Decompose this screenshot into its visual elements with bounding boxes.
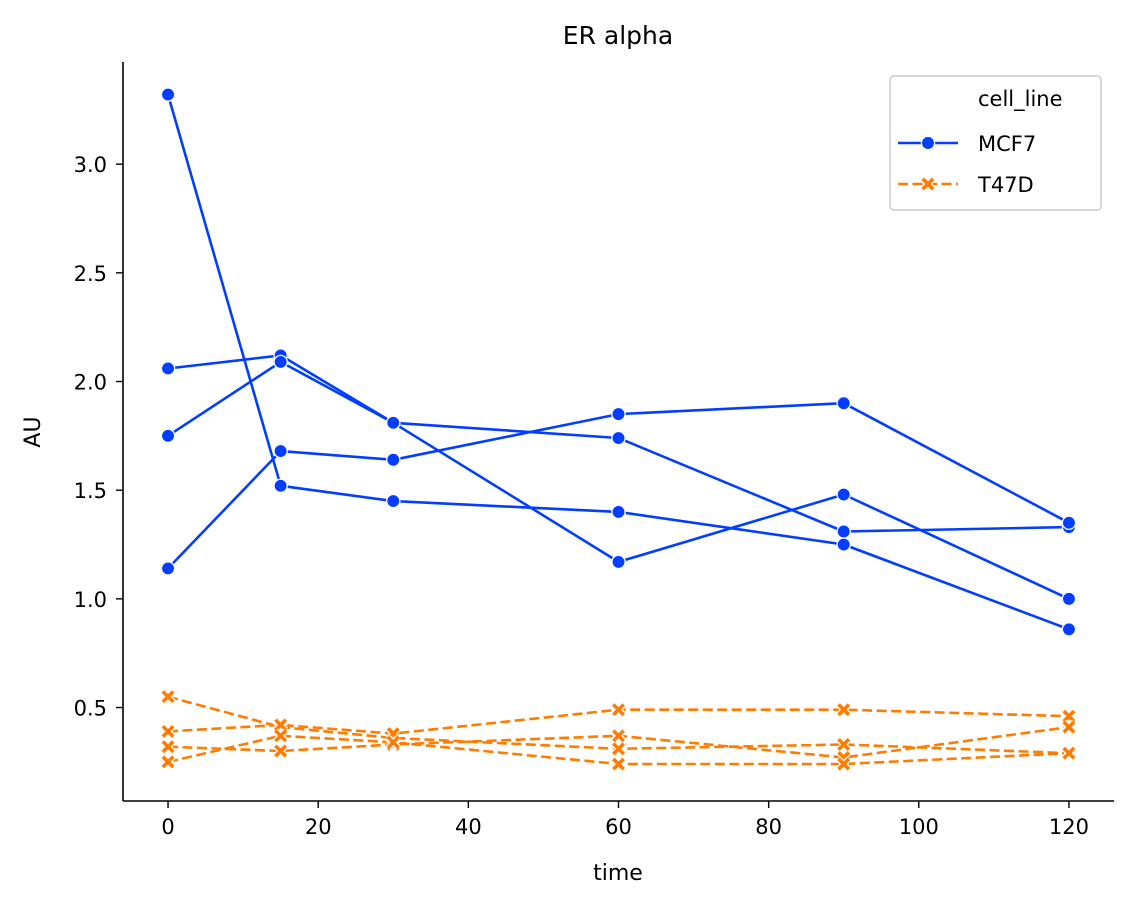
data-point-mcf7 (836, 537, 851, 552)
data-point-mcf7 (386, 452, 401, 468)
data-point-mcf7 (1061, 591, 1077, 607)
data-point-t47d (385, 734, 401, 750)
data-point-mcf7 (160, 428, 176, 444)
data-point-t47d (160, 689, 176, 705)
data-point-mcf7 (160, 361, 176, 376)
data-point-t47d (611, 728, 626, 744)
data-point-mcf7 (1061, 622, 1077, 637)
data-point-mcf7 (836, 487, 851, 502)
chart-title: ER alpha (563, 21, 673, 50)
data-point-t47d (836, 737, 852, 752)
y-tick-label: 2.0 (74, 371, 107, 395)
series-line-mcf7-3 (167, 360, 1070, 601)
data-point-t47d (160, 739, 176, 755)
data-point-mcf7 (611, 406, 626, 422)
series-line-mcf7-4 (167, 401, 1070, 570)
x-tick-label: 40 (455, 815, 482, 839)
data-point-t47d (1061, 708, 1077, 724)
data-point-mcf7 (160, 561, 176, 576)
x-axis-label: time (593, 861, 643, 886)
data-point-mcf7 (611, 504, 626, 520)
legend-label-t47d: T47D (977, 173, 1034, 197)
data-point-t47d (160, 724, 176, 739)
series-mcf7 (160, 87, 1077, 637)
data-point-t47d (1061, 719, 1077, 735)
data-point-mcf7 (611, 554, 626, 570)
y-tick-label: 1.0 (74, 588, 107, 612)
x-tick-label: 0 (161, 815, 174, 839)
series-line-t47d-3 (167, 725, 1070, 759)
y-tick-label: 0.5 (74, 697, 107, 721)
x-tick-label: 80 (755, 815, 782, 839)
data-point-mcf7 (273, 354, 288, 370)
data-point-t47d (273, 743, 289, 759)
series-t47d (160, 689, 1077, 772)
y-tick-label: 2.5 (74, 262, 107, 286)
series-line-t47d-4 (167, 734, 1070, 766)
legend-frame (889, 75, 1102, 211)
data-point-t47d (273, 728, 289, 744)
x-tick-label: 60 (605, 815, 632, 839)
legend: cell_line MCF7 T47D (889, 75, 1102, 211)
data-point-t47d (273, 717, 289, 733)
data-point-mcf7 (160, 87, 176, 102)
series-line-t47d-2 (167, 708, 1070, 735)
data-point-mcf7 (273, 478, 288, 494)
legend-marker-mcf7 (920, 135, 936, 151)
y-tick-label: 1.5 (74, 479, 107, 503)
series-line-t47d-1 (167, 695, 1070, 755)
series-line-mcf7-1 (166, 94, 1070, 631)
data-point-mcf7 (836, 524, 851, 539)
x-tick-label: 100 (899, 815, 939, 839)
data-point-t47d (836, 756, 852, 772)
data-point-t47d (611, 741, 626, 757)
data-point-mcf7 (386, 493, 401, 509)
legend-title: cell_line (978, 87, 1063, 112)
x-tick-label: 120 (1049, 815, 1089, 839)
y-tick-label: 3.0 (74, 153, 107, 177)
data-point-mcf7 (1061, 515, 1077, 531)
series-line-mcf7-2 (167, 354, 1070, 533)
x-tick-label: 20 (305, 815, 332, 839)
legend-label-mcf7: MCF7 (978, 132, 1036, 156)
y-axis-label: AU (21, 416, 46, 447)
data-point-t47d (611, 702, 626, 718)
data-point-mcf7 (386, 415, 401, 431)
data-point-mcf7 (273, 443, 288, 459)
data-point-t47d (1061, 745, 1077, 761)
legend-marker-t47d (920, 176, 936, 192)
data-point-mcf7 (836, 395, 851, 411)
data-point-mcf7 (611, 430, 626, 446)
data-point-t47d (836, 702, 852, 718)
data-point-t47d (611, 756, 626, 772)
data-point-t47d (160, 754, 176, 770)
